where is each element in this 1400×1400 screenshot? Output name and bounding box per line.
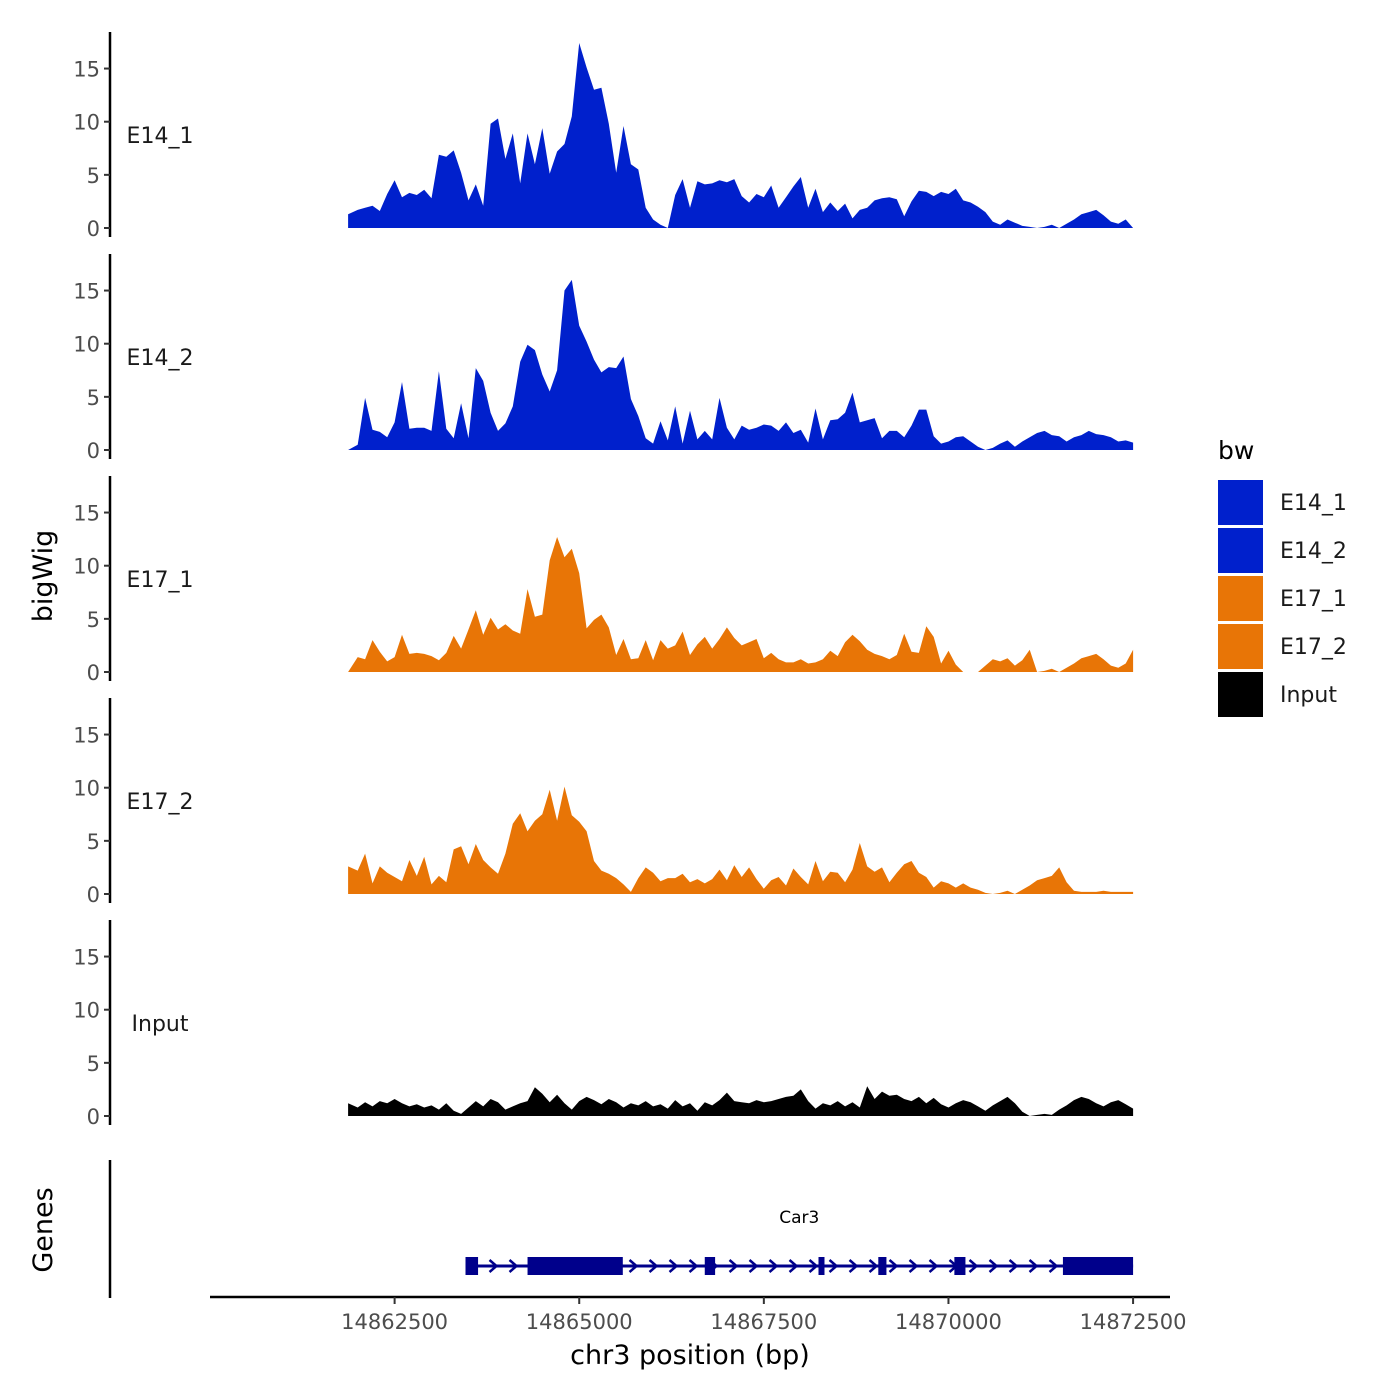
y-tick-label: 5 <box>87 386 100 410</box>
track-label: E17_2 <box>127 790 194 815</box>
x-tick-label: 14870000 <box>895 1310 1002 1334</box>
y-tick-label: 0 <box>87 1105 100 1129</box>
track-label: E14_2 <box>127 346 194 371</box>
track-label: E17_1 <box>127 568 194 593</box>
legend-item-E14_2: E14_2 <box>1218 528 1347 573</box>
strand-arrow <box>1048 1259 1059 1273</box>
x-tick-label: 14867500 <box>710 1310 817 1334</box>
y-tick-label: 5 <box>87 164 100 188</box>
genes-panel: Car3 <box>108 1160 1134 1298</box>
strand-arrow <box>668 1259 679 1273</box>
gene-exon <box>704 1257 716 1275</box>
y-tick-label: 0 <box>87 661 100 685</box>
track-panel-E14_2: 0 5 10 15 E14_2 <box>73 254 1134 463</box>
legend-label: E17_1 <box>1280 587 1347 612</box>
legend-item-E14_1: E14_1 <box>1218 480 1347 525</box>
y-tick-label: 10 <box>73 111 100 135</box>
legend-swatch <box>1218 576 1263 621</box>
strand-arrow <box>748 1259 759 1273</box>
track-label: E14_1 <box>127 124 194 149</box>
y-tick-label: 10 <box>73 777 100 801</box>
x-tick-label: 14872500 <box>1080 1310 1187 1334</box>
strand-arrow <box>788 1259 799 1273</box>
legend-swatch <box>1218 528 1263 573</box>
legend-label: E14_1 <box>1280 491 1347 516</box>
y-tick-label: 15 <box>73 724 100 748</box>
strand-arrow <box>808 1259 819 1273</box>
y-tick-label: 10 <box>73 999 100 1023</box>
y-tick-label: 15 <box>73 502 100 526</box>
strand-arrow <box>628 1259 639 1273</box>
legend-swatch <box>1218 672 1263 717</box>
legend-swatch <box>1218 624 1263 669</box>
coverage-area-Input <box>348 1086 1134 1116</box>
gene-label: Car3 <box>779 1208 819 1228</box>
legend-item-E17_2: E17_2 <box>1218 624 1347 669</box>
y-tick-label: 15 <box>73 280 100 304</box>
gene-exon <box>465 1257 479 1275</box>
strand-arrow <box>928 1259 939 1273</box>
strand-arrow <box>508 1259 519 1273</box>
y-tick-label: 15 <box>73 58 100 82</box>
gene-Car3: Car3 <box>465 1208 1134 1275</box>
strand-arrow <box>828 1259 839 1273</box>
x-axis-title: chr3 position (bp) <box>570 1340 810 1371</box>
y-tick-label: 0 <box>87 217 100 241</box>
strand-arrow <box>728 1259 739 1273</box>
strand-arrow <box>848 1259 859 1273</box>
gene-exon <box>954 1257 966 1275</box>
coverage-area-E17_1 <box>348 537 1134 672</box>
x-axis: 14862500 14865000 14867500 14870000 14872500 <box>210 1295 1187 1334</box>
legend: bw E14_1 E14_2 E17_1 E17_2 Input <box>1218 436 1347 717</box>
y-tick-label: 5 <box>87 830 100 854</box>
y-tick-label: 10 <box>73 333 100 357</box>
y-tick-label: 0 <box>87 883 100 907</box>
strand-arrow <box>888 1259 899 1273</box>
legend-item-E17_1: E17_1 <box>1218 576 1347 621</box>
gene-exon <box>878 1257 887 1275</box>
strand-arrow <box>988 1259 999 1273</box>
coverage-area-E14_2 <box>348 279 1134 450</box>
coverage-area-E17_2 <box>348 786 1134 894</box>
x-tick-label: 14862500 <box>341 1310 448 1334</box>
y-tick-label: 15 <box>73 946 100 970</box>
legend-label: E17_2 <box>1280 635 1347 660</box>
strand-arrow <box>968 1259 979 1273</box>
legend-label: Input <box>1280 683 1337 708</box>
y-tick-label: 5 <box>87 1052 100 1076</box>
gene-exon <box>818 1257 825 1275</box>
track-panel-E17_1: 0 5 10 15 E17_1 <box>73 476 1134 685</box>
coverage-area-E14_1 <box>348 43 1134 228</box>
strand-arrow <box>648 1259 659 1273</box>
x-tick-label: 14865000 <box>526 1310 633 1334</box>
strand-arrow <box>908 1259 919 1273</box>
y-axis-title: bigWig <box>28 530 59 623</box>
strand-arrow <box>688 1259 699 1273</box>
y-tick-label: 5 <box>87 608 100 632</box>
legend-title: bw <box>1218 436 1254 465</box>
strand-arrow <box>488 1259 499 1273</box>
track-label: Input <box>132 1012 189 1037</box>
strand-arrow <box>1028 1259 1039 1273</box>
y-tick-label: 0 <box>87 439 100 463</box>
strand-arrow <box>1008 1259 1019 1273</box>
gene-exon <box>1062 1257 1134 1275</box>
track-panel-E14_1: 0 5 10 15 E14_1 <box>73 32 1134 241</box>
gene-exon <box>527 1257 623 1275</box>
legend-swatch <box>1218 480 1263 525</box>
strand-arrow <box>868 1259 879 1273</box>
strand-arrow <box>768 1259 779 1273</box>
track-panel-E17_2: 0 5 10 15 E17_2 <box>73 698 1134 907</box>
y-tick-label: 10 <box>73 555 100 579</box>
track-panels: 0 5 10 15 E14_1 0 5 10 15 E14_2 0 5 10 15 E17_1 0 5 10 15 E… <box>73 32 1134 1129</box>
track-panel-Input: 0 5 10 15 Input <box>73 920 1134 1129</box>
legend-label: E14_2 <box>1280 539 1347 564</box>
legend-item-Input: Input <box>1218 672 1337 717</box>
genes-axis-title: Genes <box>28 1187 59 1272</box>
